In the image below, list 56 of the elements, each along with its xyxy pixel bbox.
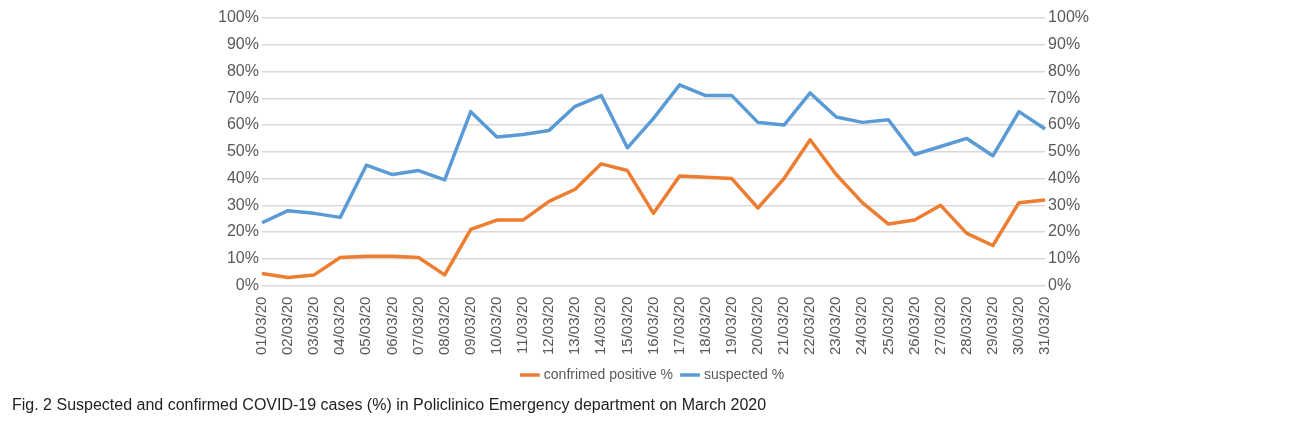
x-tick-label: 23/03/20 — [826, 296, 844, 355]
y-tick-label: 60% — [226, 115, 259, 133]
y-tick-label: 70% — [226, 88, 259, 106]
x-tick-label: 05/03/20 — [356, 296, 374, 355]
legend-label: suspected % — [704, 365, 785, 382]
y-tick-label: 100% — [218, 8, 259, 26]
y2-tick-label: 50% — [1048, 142, 1081, 160]
y2-tick-label: 80% — [1048, 61, 1081, 79]
y-tick-label: 80% — [226, 61, 259, 79]
x-tick-label: 29/03/20 — [983, 296, 1001, 355]
x-tick-label: 17/03/20 — [669, 296, 687, 355]
legend-label: confrimed positive % — [543, 365, 674, 382]
y-tick-label: 10% — [226, 249, 259, 267]
y2-tick-label: 90% — [1048, 35, 1081, 53]
x-tick-label: 06/03/20 — [382, 296, 400, 355]
y-tick-label: 0% — [235, 276, 259, 294]
x-tick-label: 30/03/20 — [1009, 296, 1027, 355]
y2-tick-label: 0% — [1048, 276, 1072, 294]
y-tick-label: 50% — [226, 142, 259, 160]
x-tick-label: 15/03/20 — [617, 296, 635, 355]
y2-tick-label: 30% — [1048, 195, 1081, 213]
x-tick-label: 04/03/20 — [330, 296, 348, 355]
y-tick-label: 20% — [226, 222, 259, 240]
text: Fig. 2 Suspected and confirmed COVID-19 cases (%) in Policlinico Emergency department on March 2020 — [12, 396, 767, 414]
x-tick-label: 12/03/20 — [539, 296, 557, 355]
x-tick-label: 16/03/20 — [643, 296, 661, 355]
x-tick-label: 22/03/20 — [800, 296, 818, 355]
x-tick-label: 31/03/20 — [1035, 296, 1053, 355]
x-tick-label: 26/03/20 — [904, 296, 922, 355]
x-tick-label: 28/03/20 — [956, 296, 974, 355]
x-tick-label: 24/03/20 — [852, 296, 870, 355]
x-tick-label: 21/03/20 — [774, 296, 792, 355]
x-tick-label: 03/03/20 — [304, 296, 322, 355]
y2-tick-label: 70% — [1048, 88, 1081, 106]
x-tick-label: 19/03/20 — [721, 296, 739, 355]
x-tick-label: 02/03/20 — [278, 296, 296, 355]
y-tick-label: 30% — [226, 195, 259, 213]
x-tick-label: 09/03/20 — [460, 296, 478, 355]
x-tick-label: 14/03/20 — [591, 296, 609, 355]
x-tick-label: 27/03/20 — [930, 296, 948, 355]
y2-tick-label: 40% — [1048, 168, 1081, 186]
x-tick-label: 10/03/20 — [487, 296, 505, 355]
y2-tick-label: 60% — [1048, 115, 1081, 133]
x-tick-label: 18/03/20 — [695, 296, 713, 355]
x-tick-label: 25/03/20 — [878, 296, 896, 355]
x-tick-label: 20/03/20 — [748, 296, 766, 355]
x-tick-label: 08/03/20 — [434, 296, 452, 355]
x-tick-label: 07/03/20 — [408, 296, 426, 355]
x-tick-label: 11/03/20 — [513, 296, 531, 354]
y-tick-label: 90% — [226, 35, 259, 53]
y2-tick-label: 10% — [1048, 249, 1081, 267]
x-tick-label: 13/03/20 — [565, 296, 583, 355]
y2-tick-label: 100% — [1048, 8, 1089, 26]
y2-tick-label: 20% — [1048, 222, 1081, 240]
y-tick-label: 40% — [226, 168, 259, 186]
x-tick-label: 01/03/20 — [252, 296, 270, 355]
